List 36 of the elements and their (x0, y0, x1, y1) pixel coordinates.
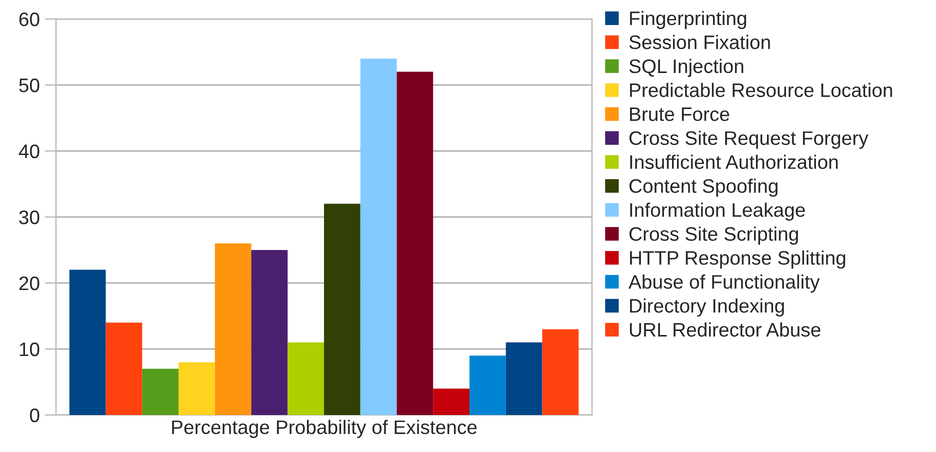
legend-label: Brute Force (630, 107, 730, 122)
legend-label: Information Leakage (630, 202, 805, 221)
legend-label: Session Fixation (629, 34, 770, 50)
bar (288, 342, 324, 415)
legend-label: Cross Site Request Forgery (629, 130, 868, 149)
bar (214, 243, 252, 415)
bar (506, 342, 542, 415)
y-tick-label: 40 (18, 144, 40, 158)
x-tick-label: Percentage Probability of Existence (172, 420, 477, 438)
bar (106, 322, 142, 415)
bar (469, 356, 506, 415)
legend-label: HTTP Response Splitting (630, 250, 846, 269)
bar (542, 329, 579, 415)
legend-label: Content Spoofing (629, 178, 778, 197)
y-tick-label: 10 (20, 342, 40, 356)
legend-label: Predictable Resource Location (630, 82, 892, 98)
legend-label: Insufficient Authorization (630, 154, 838, 169)
legend-label: Directory Indexing (630, 298, 784, 317)
y-tick-label: 60 (19, 12, 40, 26)
bar (142, 368, 179, 415)
y-tick-label: 30 (19, 210, 40, 224)
bar (360, 58, 397, 415)
bar (178, 362, 215, 415)
legend-label: URL Redirector Abuse (630, 322, 820, 337)
bar (69, 270, 106, 415)
bar (433, 388, 470, 415)
legend-label: Cross Site Scripting (629, 226, 798, 245)
legend-label: Fingerprinting (630, 10, 746, 30)
y-tick-label: 50 (19, 78, 40, 92)
bar (324, 204, 360, 415)
y-tick-label: 20 (19, 276, 40, 290)
bar (396, 72, 434, 415)
bar (251, 250, 288, 415)
legend-label: Abuse of Functionality (628, 274, 820, 293)
legend-label: SQL Injection (629, 58, 744, 77)
y-tick-label: 0 (30, 408, 40, 422)
